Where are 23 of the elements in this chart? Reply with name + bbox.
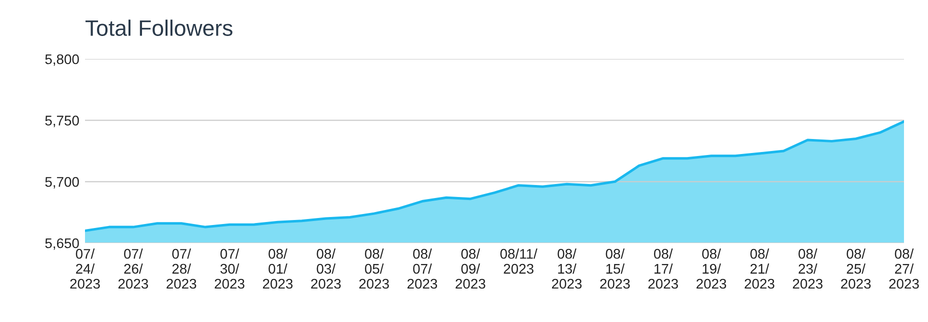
x-tick-label: 08/ 27/ 2023	[889, 248, 919, 289]
y-tick-label: 5,750	[45, 116, 79, 128]
chart-title: Total Followers	[86, 20, 232, 36]
x-tick-label: 07/ 26/ 2023	[118, 248, 148, 289]
x-tick-label: 07/ 30/ 2023	[214, 248, 244, 289]
x-tick-label: 08/11/ 2023	[500, 248, 538, 274]
x-tick-label: 08/ 09/ 2023	[456, 248, 486, 289]
x-tick-label: 08/ 05/ 2023	[359, 248, 389, 289]
x-tick-label: 08/ 21/ 2023	[744, 248, 774, 289]
y-tick-label: 5,650	[45, 238, 79, 250]
x-tick-label: 07/ 24/ 2023	[70, 248, 100, 289]
y-tick-label: 5,800	[45, 54, 79, 66]
x-tick-label: 08/ 15/ 2023	[600, 248, 630, 289]
x-tick-label: 08/ 25/ 2023	[841, 248, 871, 289]
x-tick-label: 08/ 07/ 2023	[407, 248, 438, 289]
x-tick-label: 08/ 13/ 2023	[552, 248, 582, 289]
y-tick-label: 5,700	[45, 177, 79, 188]
x-tick-label: 08/ 17/ 2023	[648, 248, 678, 289]
x-tick-label: 08/ 23/ 2023	[792, 248, 822, 289]
x-tick-label: 08/ 01/ 2023	[262, 248, 293, 289]
x-tick-label: 08/ 03/ 2023	[311, 248, 341, 289]
x-tick-label: 07/ 28/ 2023	[166, 248, 196, 289]
x-tick-label: 08/ 19/ 2023	[696, 248, 726, 289]
